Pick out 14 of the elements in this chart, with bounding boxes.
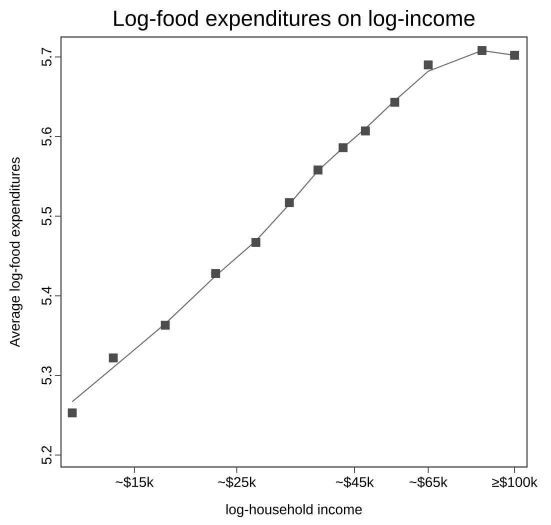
x-tick-label: ~$15k: [116, 476, 154, 488]
x-tick-label: ~$65k: [410, 476, 448, 488]
chart-title: Log-food expenditures on log-income: [114, 10, 475, 30]
x-tick-label: ≥$100k: [492, 476, 538, 488]
y-axis-title: Average log-food expenditures: [9, 157, 23, 348]
y-tick-label: 5.3: [42, 366, 52, 385]
x-tick-label: ~$25k: [218, 476, 256, 488]
y-tick-label: 5.5: [42, 207, 52, 226]
y-tick-label: 5.4: [42, 286, 52, 305]
y-tick-label: 5.6: [42, 127, 52, 146]
x-tick-label: ~$45k: [336, 476, 374, 488]
y-tick-label: 5.2: [42, 446, 52, 464]
y-tick-label: 5.7: [42, 48, 52, 66]
x-axis-title: log-household income: [226, 504, 362, 518]
